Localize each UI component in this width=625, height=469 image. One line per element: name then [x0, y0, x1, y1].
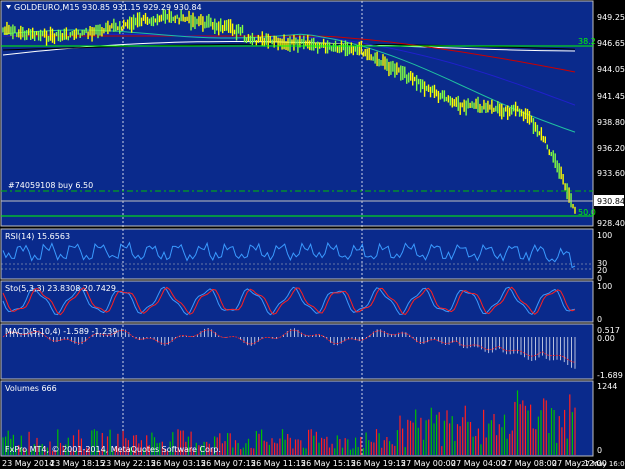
price-bars: [2, 9, 576, 214]
svg-text:100: 100: [597, 231, 612, 240]
current-price-box: [594, 195, 624, 206]
svg-text:23 May 18:15: 23 May 18:15: [50, 459, 105, 468]
level-50-label: 50.0: [578, 208, 596, 217]
volume-label: Volumes 666: [5, 384, 57, 393]
svg-text:1244: 1244: [597, 382, 617, 391]
svg-text:0: 0: [597, 274, 602, 283]
chart-menu-triangle-icon[interactable]: [6, 5, 11, 9]
svg-text:944.05: 944.05: [597, 65, 625, 74]
rsi-label: RSI(14) 15.6563: [5, 232, 70, 241]
svg-text:27 May 04:00: 27 May 04:00: [451, 459, 506, 468]
stochastic-main-line: [2, 286, 576, 316]
rsi-axis: 100 30 20 0: [597, 231, 612, 283]
svg-text:23 May 22:15: 23 May 22:15: [101, 459, 156, 468]
svg-text:20: 20: [597, 266, 607, 275]
svg-text:27 May 16:00: 27 May 16:00: [581, 460, 625, 468]
macd-label: MACD(5,10,4) -1.589 -1.239: [5, 327, 117, 336]
rsi-panel[interactable]: [0, 228, 594, 280]
svg-text:23 May 2014: 23 May 2014: [2, 459, 54, 468]
svg-text:-1.689: -1.689: [597, 371, 623, 380]
macd-signal-line: [2, 329, 576, 363]
rsi-line: [2, 241, 576, 269]
svg-text:938.80: 938.80: [597, 118, 625, 127]
macd-axis: 0.517 0.00 -1.689: [597, 326, 623, 380]
svg-text:26 May 15:15: 26 May 15:15: [301, 459, 356, 468]
stochastic-signal-line: [2, 286, 576, 316]
svg-text:26 May 07:15: 26 May 07:15: [201, 459, 256, 468]
svg-text:936.20: 936.20: [597, 144, 625, 153]
trade-label[interactable]: #74059108 buy 6.50: [8, 181, 93, 190]
svg-text:27 May 08:00: 27 May 08:00: [502, 459, 557, 468]
svg-text:933.60: 933.60: [597, 169, 625, 178]
current-price-label: 930.84: [597, 197, 625, 206]
svg-text:26 May 19:15: 26 May 19:15: [351, 459, 406, 468]
svg-text:0.00: 0.00: [597, 334, 615, 343]
svg-text:30: 30: [597, 259, 607, 268]
volume-axis: 1244 0: [597, 382, 617, 455]
svg-text:27 May 12:00: 27 May 12:00: [552, 459, 607, 468]
level-38-label: 38.2: [578, 37, 596, 46]
sto-axis: 100 0: [597, 282, 612, 324]
svg-text:26 May 03:15: 26 May 03:15: [151, 459, 206, 468]
copyright-text: FxPro MT4, © 2001-2014, MetaQuotes Softw…: [5, 445, 221, 454]
price-axis: 949.25 946.65 944.05 941.45 938.80 936.2…: [597, 13, 625, 228]
svg-text:100: 100: [597, 282, 612, 291]
symbol-header: GOLDEURO,M15 930.85 931.15 929.29 930.84: [14, 3, 202, 12]
volume-bars: [2, 390, 576, 455]
time-axis: 23 May 2014 23 May 18:15 23 May 22:15 26…: [2, 459, 625, 468]
svg-text:928.40: 928.40: [597, 219, 625, 228]
svg-text:0: 0: [597, 315, 602, 324]
svg-text:0: 0: [597, 446, 602, 455]
svg-text:26 May 11:15: 26 May 11:15: [251, 459, 306, 468]
sto-label: Sto(5,3,3) 23.8308 20.7429: [5, 284, 116, 293]
svg-text:27 May 00:00: 27 May 00:00: [401, 459, 456, 468]
svg-text:0.517: 0.517: [597, 326, 620, 335]
main-panel[interactable]: [0, 0, 594, 227]
macd-histogram: [6, 328, 576, 369]
svg-text:941.45: 941.45: [597, 92, 625, 101]
svg-text:946.65: 946.65: [597, 39, 625, 48]
svg-text:949.25: 949.25: [597, 13, 625, 22]
macd-panel[interactable]: [0, 323, 594, 380]
